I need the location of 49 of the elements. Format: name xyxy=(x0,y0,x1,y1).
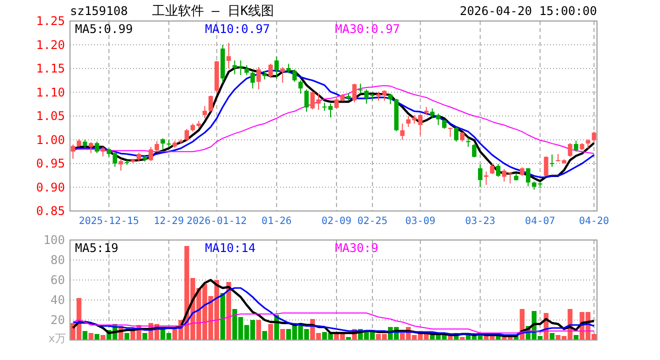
y-tick-label: 40 xyxy=(50,293,65,307)
chart-title: 工业软件 — 日K线图 xyxy=(152,4,274,19)
x-tick-label: 01-26 xyxy=(262,216,292,227)
bar xyxy=(100,335,106,340)
bar xyxy=(574,335,578,340)
text: MA30:0.97 xyxy=(335,22,400,36)
bar xyxy=(262,331,268,340)
x-tick-label: 12-29 xyxy=(154,216,184,227)
y-tick-label: 1.10 xyxy=(36,85,65,100)
text: MA30:9 xyxy=(335,241,378,255)
bar xyxy=(268,324,274,340)
y-tick-label: 0.90 xyxy=(36,180,65,194)
x-tick-label: 04-20 xyxy=(578,216,610,227)
y-tick-label: 100 xyxy=(43,233,65,247)
text: MA5:19 xyxy=(75,241,118,255)
text: sz159108 xyxy=(70,4,128,18)
bar xyxy=(82,331,88,340)
y-tick-label: 20 xyxy=(50,313,65,327)
bar xyxy=(256,320,262,340)
y-tick-label: 1.15 xyxy=(36,62,65,76)
x-tick-label: 2025-12-15 xyxy=(78,216,140,227)
text: MA10:14 xyxy=(205,241,256,255)
line-series xyxy=(72,287,595,336)
y-tick-label: 1.25 xyxy=(36,14,65,28)
y-tick-label: 1.05 xyxy=(36,109,65,123)
y-tick-label: 1.00 xyxy=(36,132,65,147)
x-tick-label: 02-25 xyxy=(357,216,388,227)
bar xyxy=(280,329,285,340)
x-tick-label: 03-23 xyxy=(465,216,496,227)
text: MA5:0.99 xyxy=(75,22,133,36)
text: MA10:0.97 xyxy=(205,22,270,36)
y-tick-label: 80 xyxy=(50,253,65,267)
y-tick-label: 0.85 xyxy=(36,204,65,218)
y-axis-title: x万 xyxy=(48,332,66,345)
x-tick-label: 03-09 xyxy=(405,216,436,227)
y-tick-label: 0.95 xyxy=(36,156,65,170)
line-series xyxy=(72,278,596,338)
x-tick-label: 04-07 xyxy=(525,216,556,227)
y-tick-label: 60 xyxy=(50,273,65,287)
bar xyxy=(142,333,148,340)
x-tick-label: 2026-01-12 xyxy=(186,216,247,227)
x-tick-label: 02-09 xyxy=(321,216,352,227)
line-series xyxy=(72,312,595,334)
chart-subtitle: 2026-04-20 15:00:00 xyxy=(460,4,597,18)
bar xyxy=(124,333,130,340)
y-tick-label: 1.20 xyxy=(36,38,65,52)
bar xyxy=(94,334,100,340)
bar xyxy=(550,333,554,340)
bar xyxy=(88,333,94,340)
